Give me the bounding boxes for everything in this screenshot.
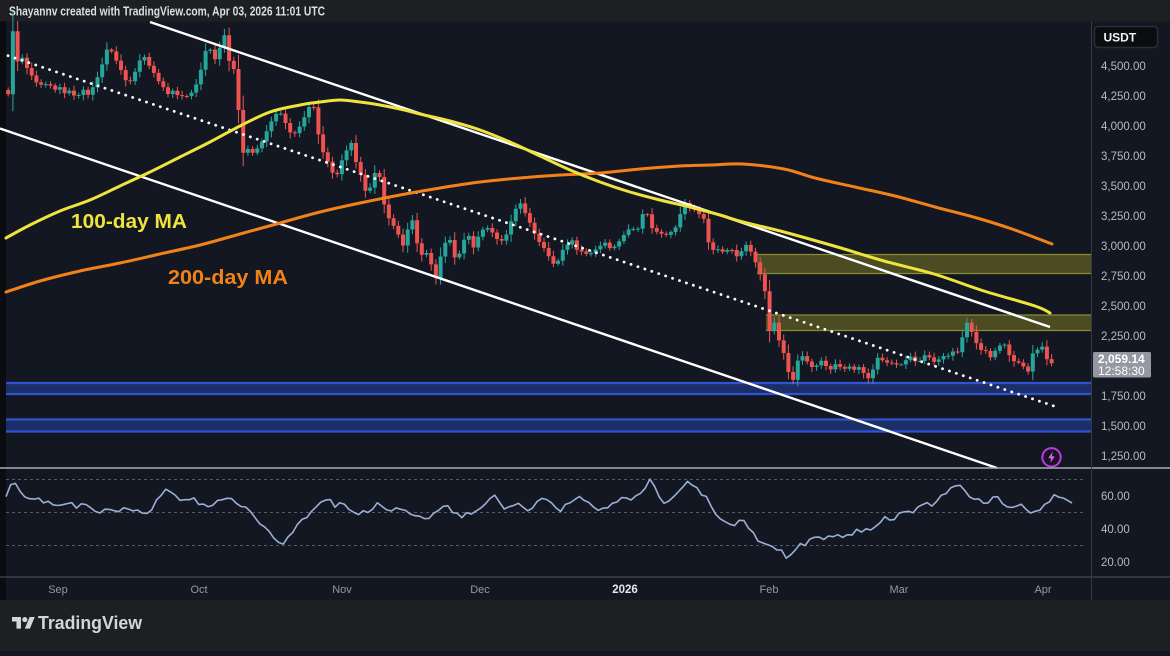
- svg-text:Shayannv created with TradingV: Shayannv created with TradingView.com, A…: [9, 4, 325, 19]
- svg-text:USDT: USDT: [1104, 31, 1137, 45]
- svg-text:2,059.14: 2,059.14: [1098, 352, 1145, 366]
- svg-text:1,750.00: 1,750.00: [1101, 391, 1146, 403]
- svg-text:2,750.00: 2,750.00: [1101, 271, 1146, 283]
- svg-text:40.00: 40.00: [1101, 524, 1130, 536]
- svg-text:200-day MA: 200-day MA: [168, 266, 288, 289]
- svg-text:Nov: Nov: [332, 584, 352, 596]
- svg-text:3,000.00: 3,000.00: [1101, 241, 1146, 253]
- svg-text:Sep: Sep: [48, 584, 68, 596]
- svg-text:4,250.00: 4,250.00: [1101, 91, 1146, 103]
- svg-text:1,250.00: 1,250.00: [1101, 451, 1146, 463]
- svg-text:Feb: Feb: [760, 584, 779, 596]
- svg-text:12:58:30: 12:58:30: [1098, 364, 1145, 378]
- svg-text:2026: 2026: [612, 584, 638, 596]
- svg-text:1,500.00: 1,500.00: [1101, 421, 1146, 433]
- svg-text:Oct: Oct: [190, 584, 207, 596]
- svg-text:100-day MA: 100-day MA: [71, 210, 187, 233]
- svg-text:3,750.00: 3,750.00: [1101, 151, 1146, 163]
- svg-text:Apr: Apr: [1034, 584, 1051, 596]
- svg-text:Dec: Dec: [470, 584, 490, 596]
- svg-text:2,250.00: 2,250.00: [1101, 331, 1146, 343]
- svg-text:3,250.00: 3,250.00: [1101, 211, 1146, 223]
- svg-text:4,500.00: 4,500.00: [1101, 61, 1146, 73]
- svg-text:2,500.00: 2,500.00: [1101, 301, 1146, 313]
- svg-text:Mar: Mar: [890, 584, 909, 596]
- svg-text:60.00: 60.00: [1101, 491, 1130, 503]
- svg-text:20.00: 20.00: [1101, 557, 1130, 569]
- svg-text:TradingView: TradingView: [38, 613, 143, 633]
- svg-text:3,500.00: 3,500.00: [1101, 181, 1146, 193]
- svg-text:4,000.00: 4,000.00: [1101, 121, 1146, 133]
